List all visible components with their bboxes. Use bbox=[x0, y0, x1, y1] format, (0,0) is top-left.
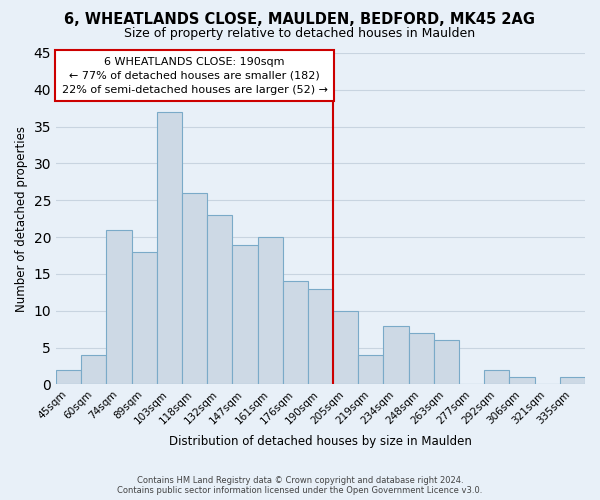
Bar bbox=[484, 370, 509, 384]
Bar bbox=[106, 230, 131, 384]
Bar bbox=[131, 252, 157, 384]
Bar bbox=[560, 377, 585, 384]
Bar bbox=[358, 355, 383, 384]
Bar bbox=[182, 193, 207, 384]
Bar bbox=[308, 288, 333, 384]
Bar bbox=[232, 244, 257, 384]
Text: 6, WHEATLANDS CLOSE, MAULDEN, BEDFORD, MK45 2AG: 6, WHEATLANDS CLOSE, MAULDEN, BEDFORD, M… bbox=[65, 12, 536, 28]
Bar bbox=[207, 215, 232, 384]
X-axis label: Distribution of detached houses by size in Maulden: Distribution of detached houses by size … bbox=[169, 434, 472, 448]
Bar bbox=[157, 112, 182, 384]
Text: Size of property relative to detached houses in Maulden: Size of property relative to detached ho… bbox=[124, 28, 476, 40]
Bar bbox=[409, 333, 434, 384]
Bar bbox=[434, 340, 459, 384]
Bar bbox=[56, 370, 81, 384]
Bar bbox=[81, 355, 106, 384]
Bar bbox=[257, 237, 283, 384]
Text: Contains HM Land Registry data © Crown copyright and database right 2024.
Contai: Contains HM Land Registry data © Crown c… bbox=[118, 476, 482, 495]
Text: 6 WHEATLANDS CLOSE: 190sqm
← 77% of detached houses are smaller (182)
22% of sem: 6 WHEATLANDS CLOSE: 190sqm ← 77% of deta… bbox=[62, 56, 328, 94]
Y-axis label: Number of detached properties: Number of detached properties bbox=[15, 126, 28, 312]
Bar bbox=[383, 326, 409, 384]
Bar bbox=[333, 311, 358, 384]
Bar bbox=[509, 377, 535, 384]
Bar bbox=[283, 282, 308, 385]
